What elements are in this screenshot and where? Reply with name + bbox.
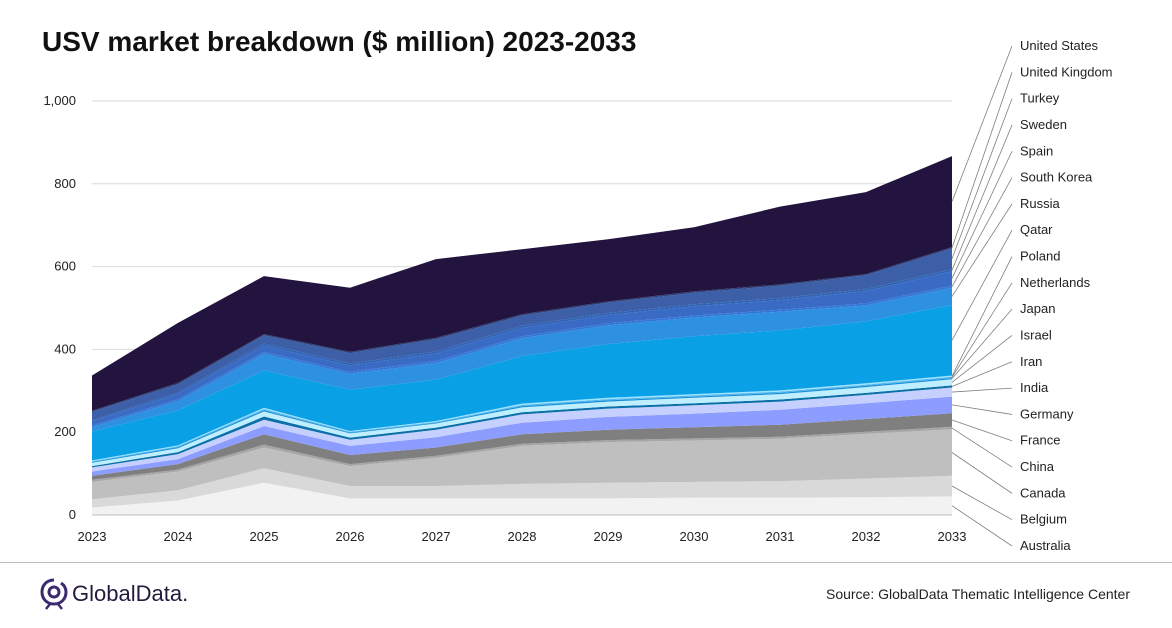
area-qatar (92, 305, 952, 461)
page-title: USV market breakdown ($ million) 2023-20… (42, 26, 637, 57)
x-tick-label-2032: 2032 (852, 529, 881, 544)
area-belgium (92, 468, 952, 508)
area-iran (92, 385, 952, 468)
area-netherlands (92, 376, 952, 462)
area-canada (92, 429, 952, 500)
y-tick-label-600: 600 (54, 259, 76, 274)
x-tick-label-2031: 2031 (766, 529, 795, 544)
area-israel (92, 379, 952, 467)
legend-label-qatar: Qatar (1020, 222, 1053, 237)
legend-leader-turkey (951, 98, 1013, 259)
legend-leader-china (951, 427, 1013, 468)
legend-leader-belgium (951, 485, 1013, 521)
globaldata-logo: GlobalData. (40, 578, 188, 610)
x-tick-label-2027: 2027 (422, 529, 451, 544)
legend-label-russia: Russia (1020, 196, 1061, 211)
legend-label-japan: Japan (1020, 301, 1055, 316)
y-tick-label-0: 0 (69, 507, 76, 522)
legend-leader-australia (951, 505, 1013, 547)
legend-leader-israel (951, 335, 1013, 383)
area-series-group (92, 156, 952, 515)
area-russia (92, 287, 952, 432)
area-australia (92, 482, 952, 515)
x-tick-label-2030: 2030 (680, 529, 709, 544)
globaldata-logo-icon (40, 578, 68, 610)
legend-label-spain: Spain (1020, 143, 1053, 158)
area-germany (92, 396, 952, 476)
legend-label-canada: Canada (1020, 485, 1066, 500)
legend-label-israel: Israel (1020, 327, 1052, 342)
area-japan (92, 378, 952, 463)
y-tick-label-1000: 1,000 (43, 93, 76, 108)
logo-text: GlobalData. (72, 581, 189, 606)
legend-leader-india (951, 387, 1013, 393)
area-china (92, 426, 952, 482)
y-axis: 0 200 400 600 800 1,000 (43, 93, 76, 522)
legend-label-australia: Australia (1020, 538, 1071, 553)
legend-leader-spain (951, 151, 1013, 279)
legend-label-belgium: Belgium (1020, 512, 1067, 527)
legend-leader-netherlands (951, 282, 1013, 378)
legend-label-india: India (1020, 380, 1049, 395)
legend-leader-germany (951, 404, 1013, 415)
legend-label-turkey: Turkey (1020, 91, 1060, 106)
x-tick-label-2029: 2029 (594, 529, 623, 544)
x-tick-label-2023: 2023 (78, 529, 107, 544)
legend-label-united-states: United States (1020, 38, 1099, 53)
y-tick-label-400: 400 (54, 341, 76, 356)
area-france (92, 413, 952, 480)
legend-label-iran: Iran (1020, 354, 1042, 369)
legend-leader-japan (951, 308, 1013, 379)
x-tick-label-2033: 2033 (938, 529, 967, 544)
legend-leader-sweden (951, 124, 1013, 271)
area-india (92, 387, 952, 472)
legend-leader-south-korea (951, 177, 1013, 287)
x-tick-label-2028: 2028 (508, 529, 537, 544)
legend-leader-united-states (951, 45, 1013, 202)
legend-leader-united-kingdom (951, 72, 1013, 248)
legend-leader-russia (951, 203, 1013, 297)
legend-label-sweden: Sweden (1020, 117, 1067, 132)
area-spain (92, 271, 952, 426)
source-note: Source: GlobalData Thematic Intelligence… (825, 586, 1130, 602)
legend-leader-canada (951, 452, 1013, 494)
legend-leader-poland (951, 256, 1013, 377)
y-tick-label-200: 200 (54, 424, 76, 439)
legend-leader-france (951, 419, 1013, 442)
legend-label-south-korea: South Korea (1020, 170, 1093, 185)
area-poland (92, 375, 952, 462)
legend-label-france: France (1020, 433, 1060, 448)
area-sweden (92, 269, 952, 422)
area-united-kingdom (92, 247, 952, 412)
legend-label-united-kingdom: United Kingdom (1020, 64, 1113, 79)
legend: United States United Kingdom Turkey Sweden S… (951, 38, 1113, 553)
y-tick-label-800: 800 (54, 176, 76, 191)
legend-leader-qatar (951, 230, 1013, 341)
legend-label-poland: Poland (1020, 249, 1060, 264)
legend-label-netherlands: Netherlands (1020, 275, 1091, 290)
legend-leader-iran (951, 361, 1013, 387)
area-turkey (92, 248, 952, 421)
x-axis: 2023 2024 2025 2026 2027 2028 2029 2030 2031 2032… (78, 514, 967, 544)
area-united-states (92, 156, 952, 411)
x-tick-label-2024: 2024 (164, 529, 193, 544)
x-tick-label-2026: 2026 (336, 529, 365, 544)
x-tick-label-2025: 2025 (250, 529, 279, 544)
legend-label-china: China (1020, 459, 1055, 474)
footer-divider (0, 562, 1172, 563)
legend-label-germany: Germany (1020, 406, 1074, 421)
